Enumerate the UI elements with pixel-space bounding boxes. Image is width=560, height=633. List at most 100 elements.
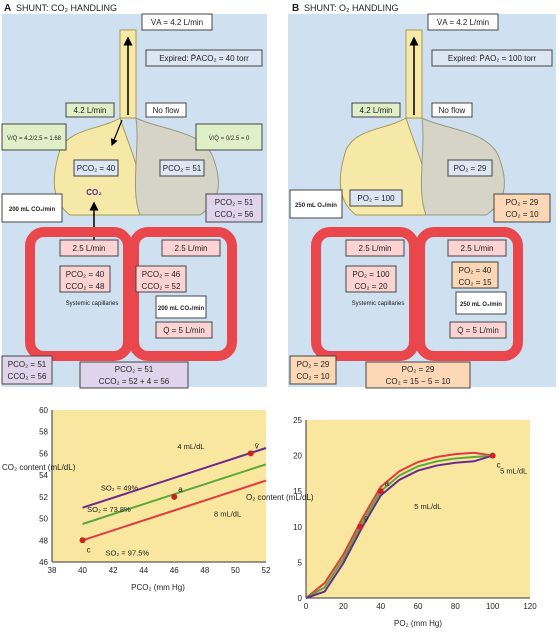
series-label: SO₂ = 49%: [101, 483, 139, 492]
dissociation-curve: [305, 454, 493, 599]
chart1-xlabel: PCO₂ (mm Hg): [131, 583, 185, 592]
annotation-label: 5 mL/dL: [414, 502, 441, 511]
x-tick-label: 50: [231, 566, 240, 575]
data-point: [79, 537, 86, 544]
mid-left-box-b: [345, 265, 397, 293]
x-tick-label: 20: [339, 602, 348, 611]
point-label: c: [87, 545, 91, 554]
co2-content-chart: 38 40 42 44 46 48 50 52 46 48 50 52 54 56 58 60 SO₂ = 4…: [2, 406, 271, 592]
y-tick-label: 5: [298, 558, 303, 567]
flow-right-label-b: 2.5 L/min: [461, 244, 494, 253]
x-tick-label: 46: [170, 566, 179, 575]
po2-right-label-b: PO₂ = 29: [454, 164, 487, 173]
mid-right-box-b: [451, 261, 499, 289]
art-box-b: [365, 361, 471, 389]
y-tick-label: 56: [39, 449, 48, 458]
pco2-left-label-a: PCO₂ = 40: [77, 164, 116, 173]
mid-left-p-b: PO₂ = 100: [352, 270, 390, 279]
x-tick-label: 40: [78, 566, 87, 575]
chart2-axes: 0 20 40 60 80 100 120 0 5 10 15 20 25: [293, 416, 537, 611]
x-tick-label: 52: [262, 566, 271, 575]
chart2-ylabel: O₂ content (mL/dL): [246, 493, 314, 502]
annotation-label: 8 mL/dL: [214, 509, 241, 518]
q-total-label-a: Q̇ = 5 L/min: [163, 326, 205, 335]
series-label: SO₂ = 73.8%: [87, 505, 131, 514]
y-tick-label: 54: [39, 471, 48, 480]
vq-left-box-a: [1, 123, 67, 151]
x-tick-label: 40: [376, 602, 385, 611]
panel-a-title: SHUNT: CO₂ HANDLING: [16, 3, 117, 13]
data-point: [247, 450, 254, 457]
y-tick-label: 25: [293, 416, 302, 425]
series-line: [82, 447, 267, 509]
vq-right-label-a: V̇/Q̇ = 0/2.5 = 0: [209, 135, 250, 142]
o2-added-box-b: [289, 189, 343, 219]
co2-removed-box-a: [1, 193, 63, 223]
dissociation-curve: [305, 451, 493, 599]
expired-box-b: [431, 49, 553, 67]
chart2-plot-area: [306, 420, 530, 598]
flow-left-box-b: [345, 239, 405, 257]
panel-b: B SHUNT: O₂ HANDLING V̇A = 4.2 L/min Exp…: [288, 3, 556, 389]
point-label: a: [178, 485, 183, 494]
data-point: [171, 493, 178, 500]
left-flow-box-a: [65, 102, 115, 118]
o2-consumed-label-b: 250 mL O₂/min: [460, 302, 502, 308]
mid-right-c-a: CCO₂ = 52: [142, 282, 181, 291]
mid-right-p-a: PCO₂ = 46: [142, 270, 181, 279]
left-vessel-loop-b: [311, 227, 419, 361]
vq-left-label-a: V̇/Q̇ = 4.2/2.5 = 1.68: [7, 135, 62, 142]
flow-left-box-a: [59, 239, 119, 257]
x-tick-label: 42: [109, 566, 118, 575]
y-tick-label: 50: [39, 515, 48, 524]
va-label-b: V̇A = 4.2 L/min: [437, 18, 489, 27]
x-tick-label: 120: [523, 602, 537, 611]
mid-right-c-b: CO₂ = 15: [458, 278, 492, 287]
pco2-right-box-a: [159, 159, 205, 177]
mid-left-c-b: CO₂ = 20: [354, 282, 388, 291]
art-box-a: [79, 361, 189, 389]
y-tick-label: 20: [293, 452, 302, 461]
y-tick-label: 52: [39, 493, 48, 502]
pco2-right-label-a: PCO₂ = 51: [163, 164, 202, 173]
x-tick-label: 48: [200, 566, 209, 575]
x-tick-label: 38: [48, 566, 57, 575]
venous-p-b: PO₂ = 29: [297, 360, 330, 369]
y-tick-label: 48: [39, 536, 48, 545]
data-point: [377, 488, 384, 495]
chart1-axes: 38 40 42 44 46 48 50 52 46 48 50 52 54 56 58 60: [39, 406, 271, 575]
series-label: SO₂ = 97.5%: [106, 548, 150, 557]
q-total-box-a: [155, 321, 213, 339]
art-c-b: CO₂ = 15 − 5 = 10: [386, 377, 451, 386]
annotation-label: 5 mL/dL: [500, 466, 527, 475]
annotation-label: 4 mL/dL: [177, 442, 204, 451]
vq-right-box-a: [195, 123, 263, 151]
o2-added-label-b: 250 mL O₂/min: [295, 203, 337, 209]
flow-right-box-b: [447, 239, 507, 257]
right-vessel-loop-b: [415, 227, 523, 361]
chart1-marks: SO₂ = 49% SO₂ = 73.8% SO₂ = 97.5% c a v̄ 4 mL/…: [79, 441, 267, 557]
no-flow-box-a: [145, 102, 187, 118]
mid-left-p-a: PCO₂ = 40: [66, 270, 105, 279]
venous-box-a: [1, 355, 53, 385]
art-p-b: PO₂ = 29: [402, 365, 435, 374]
right-top-c-a: CCO₂ = 56: [215, 210, 254, 219]
va-label-a: V̇A = 4.2 L/min: [151, 18, 203, 27]
mid-right-box-a: [135, 265, 187, 293]
flow-left-label-b: 2.5 L/min: [359, 244, 392, 253]
right-vessel-loop-a: [129, 227, 237, 361]
dissociation-curve: [305, 454, 493, 599]
mid-left-box-a: [59, 265, 111, 293]
y-tick-label: 60: [39, 406, 48, 415]
y-tick-label: 46: [39, 558, 48, 567]
x-tick-label: 44: [139, 566, 148, 575]
venous-p-a: PCO₂ = 51: [8, 360, 47, 369]
point-label: c: [497, 461, 501, 470]
y-tick-label: 15: [293, 487, 302, 496]
left-flow-label-b: 4.2 L/min: [360, 106, 393, 115]
po2-left-box-b: [349, 189, 403, 207]
panel-b-title: SHUNT: O₂ HANDLING: [304, 3, 399, 13]
venous-c-a: CCO₂ = 56: [8, 372, 47, 381]
right-top-box-b: [493, 193, 551, 223]
